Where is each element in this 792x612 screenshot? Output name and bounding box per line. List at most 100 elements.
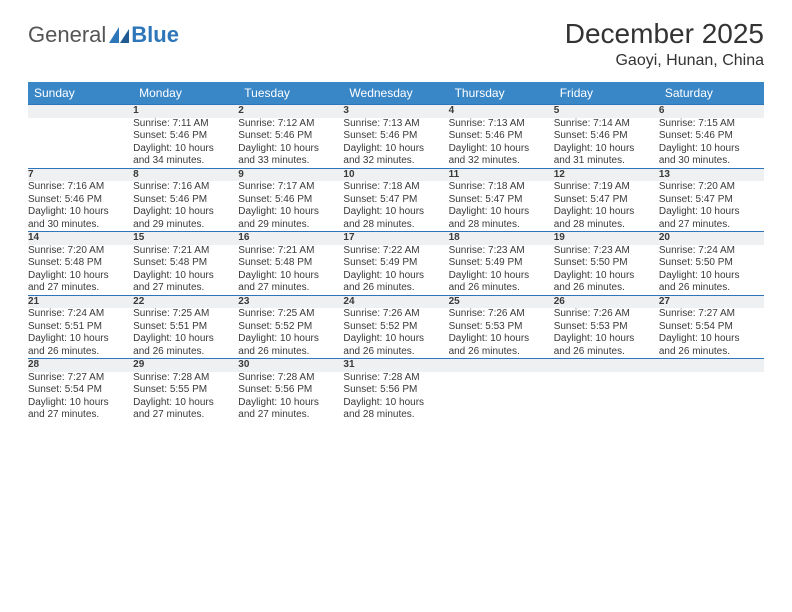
day2-text: and 26 minutes.: [554, 346, 659, 359]
day2-text: and 34 minutes.: [133, 155, 238, 168]
day2-text: and 33 minutes.: [238, 155, 343, 168]
day-detail-cell: Sunrise: 7:14 AMSunset: 5:46 PMDaylight:…: [554, 118, 659, 169]
day-number-cell: [28, 105, 133, 118]
sunrise-text: Sunrise: 7:24 AM: [659, 245, 764, 258]
sunset-text: Sunset: 5:47 PM: [449, 194, 554, 207]
sunset-text: Sunset: 5:50 PM: [554, 257, 659, 270]
brand-logo: General Blue: [28, 22, 179, 48]
sunrise-text: Sunrise: 7:28 AM: [238, 372, 343, 385]
sunrise-text: Sunrise: 7:26 AM: [343, 308, 448, 321]
sunset-text: Sunset: 5:46 PM: [238, 130, 343, 143]
day1-text: Daylight: 10 hours: [449, 143, 554, 156]
day-number-cell: 15: [133, 232, 238, 245]
day-detail-cell: Sunrise: 7:24 AMSunset: 5:50 PMDaylight:…: [659, 245, 764, 296]
location-label: Gaoyi, Hunan, China: [565, 52, 764, 70]
header-bar: General Blue December 2025 Gaoyi, Hunan,…: [28, 18, 764, 70]
day-detail-cell: Sunrise: 7:27 AMSunset: 5:54 PMDaylight:…: [28, 372, 133, 422]
sunset-text: Sunset: 5:46 PM: [133, 194, 238, 207]
day2-text: and 28 minutes.: [449, 219, 554, 232]
sunrise-text: Sunrise: 7:11 AM: [133, 118, 238, 131]
sunrise-text: Sunrise: 7:14 AM: [554, 118, 659, 131]
day2-text: and 27 minutes.: [238, 409, 343, 422]
day2-text: and 26 minutes.: [343, 282, 448, 295]
sunset-text: Sunset: 5:54 PM: [28, 384, 133, 397]
day1-text: Daylight: 10 hours: [238, 206, 343, 219]
day2-text: and 26 minutes.: [659, 282, 764, 295]
sunrise-text: Sunrise: 7:21 AM: [133, 245, 238, 258]
day-number-cell: 27: [659, 295, 764, 308]
day-detail-cell: Sunrise: 7:25 AMSunset: 5:52 PMDaylight:…: [238, 308, 343, 359]
day-number-cell: 19: [554, 232, 659, 245]
day-detail-cell: [28, 118, 133, 169]
day2-text: and 28 minutes.: [554, 219, 659, 232]
day-detail-cell: [554, 372, 659, 422]
day-number-cell: 3: [343, 105, 448, 118]
day1-text: Daylight: 10 hours: [133, 270, 238, 283]
day1-text: Daylight: 10 hours: [554, 206, 659, 219]
day1-text: Daylight: 10 hours: [554, 333, 659, 346]
day-detail-cell: Sunrise: 7:16 AMSunset: 5:46 PMDaylight:…: [28, 181, 133, 232]
sail-icon: [109, 27, 129, 43]
day-number-cell: 21: [28, 295, 133, 308]
day-number-cell: 18: [449, 232, 554, 245]
day1-text: Daylight: 10 hours: [28, 206, 133, 219]
day2-text: and 32 minutes.: [449, 155, 554, 168]
brand-part2: Blue: [131, 22, 179, 48]
day-number-cell: 22: [133, 295, 238, 308]
day-number-row: 21222324252627: [28, 295, 764, 308]
day-number-cell: 14: [28, 232, 133, 245]
day-detail-cell: Sunrise: 7:18 AMSunset: 5:47 PMDaylight:…: [343, 181, 448, 232]
day-number-cell: [554, 359, 659, 372]
sunset-text: Sunset: 5:46 PM: [238, 194, 343, 207]
day-detail-cell: Sunrise: 7:27 AMSunset: 5:54 PMDaylight:…: [659, 308, 764, 359]
sunrise-text: Sunrise: 7:21 AM: [238, 245, 343, 258]
day-detail-cell: Sunrise: 7:22 AMSunset: 5:49 PMDaylight:…: [343, 245, 448, 296]
day-detail-cell: Sunrise: 7:19 AMSunset: 5:47 PMDaylight:…: [554, 181, 659, 232]
day-detail-cell: Sunrise: 7:13 AMSunset: 5:46 PMDaylight:…: [449, 118, 554, 169]
day-number-cell: 7: [28, 168, 133, 181]
day-detail-row: Sunrise: 7:24 AMSunset: 5:51 PMDaylight:…: [28, 308, 764, 359]
day1-text: Daylight: 10 hours: [238, 333, 343, 346]
day-number-row: 123456: [28, 105, 764, 118]
day-number-cell: 4: [449, 105, 554, 118]
day1-text: Daylight: 10 hours: [133, 333, 238, 346]
day-number-cell: 29: [133, 359, 238, 372]
sunset-text: Sunset: 5:47 PM: [343, 194, 448, 207]
day1-text: Daylight: 10 hours: [343, 143, 448, 156]
sunrise-text: Sunrise: 7:25 AM: [133, 308, 238, 321]
day2-text: and 30 minutes.: [28, 219, 133, 232]
sunrise-text: Sunrise: 7:18 AM: [343, 181, 448, 194]
day-detail-cell: Sunrise: 7:16 AMSunset: 5:46 PMDaylight:…: [133, 181, 238, 232]
day-detail-cell: Sunrise: 7:21 AMSunset: 5:48 PMDaylight:…: [133, 245, 238, 296]
sunrise-text: Sunrise: 7:26 AM: [449, 308, 554, 321]
day-detail-cell: Sunrise: 7:13 AMSunset: 5:46 PMDaylight:…: [343, 118, 448, 169]
sunset-text: Sunset: 5:52 PM: [238, 321, 343, 334]
day1-text: Daylight: 10 hours: [659, 143, 764, 156]
day-detail-cell: Sunrise: 7:17 AMSunset: 5:46 PMDaylight:…: [238, 181, 343, 232]
day-detail-cell: Sunrise: 7:23 AMSunset: 5:50 PMDaylight:…: [554, 245, 659, 296]
sunset-text: Sunset: 5:48 PM: [133, 257, 238, 270]
weekday-header: Thursday: [449, 82, 554, 105]
day2-text: and 26 minutes.: [449, 346, 554, 359]
day-detail-cell: [659, 372, 764, 422]
day-number-row: 28293031: [28, 359, 764, 372]
day2-text: and 28 minutes.: [343, 219, 448, 232]
sunrise-text: Sunrise: 7:18 AM: [449, 181, 554, 194]
day-detail-cell: Sunrise: 7:28 AMSunset: 5:56 PMDaylight:…: [343, 372, 448, 422]
sunset-text: Sunset: 5:50 PM: [659, 257, 764, 270]
day-number-row: 14151617181920: [28, 232, 764, 245]
sunset-text: Sunset: 5:49 PM: [449, 257, 554, 270]
day1-text: Daylight: 10 hours: [133, 397, 238, 410]
day1-text: Daylight: 10 hours: [659, 270, 764, 283]
day-number-cell: [449, 359, 554, 372]
weekday-header: Wednesday: [343, 82, 448, 105]
sunset-text: Sunset: 5:53 PM: [554, 321, 659, 334]
day-detail-cell: Sunrise: 7:11 AMSunset: 5:46 PMDaylight:…: [133, 118, 238, 169]
day-detail-cell: [449, 372, 554, 422]
day-detail-row: Sunrise: 7:20 AMSunset: 5:48 PMDaylight:…: [28, 245, 764, 296]
day2-text: and 27 minutes.: [28, 409, 133, 422]
sunset-text: Sunset: 5:55 PM: [133, 384, 238, 397]
sunrise-text: Sunrise: 7:26 AM: [554, 308, 659, 321]
sunrise-text: Sunrise: 7:20 AM: [659, 181, 764, 194]
day1-text: Daylight: 10 hours: [343, 270, 448, 283]
